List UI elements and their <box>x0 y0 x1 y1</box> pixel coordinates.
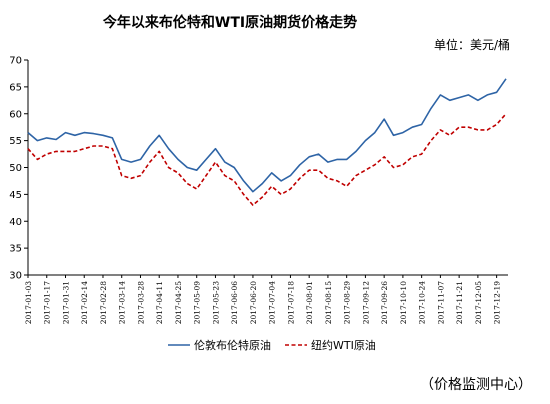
y-tick-label: 35 <box>9 244 22 255</box>
x-tick-label: 2017-05-09 <box>193 281 202 324</box>
x-tick-label: 2017-10-10 <box>399 281 408 324</box>
x-tick-label: 2017-05-23 <box>211 281 220 324</box>
x-tick-label: 2017-02-28 <box>99 281 108 324</box>
y-tick-label: 60 <box>9 109 22 120</box>
y-tick-label: 55 <box>9 136 22 147</box>
x-tick-label: 2017-08-01 <box>305 281 314 324</box>
x-tick-label: 2017-04-25 <box>174 281 183 324</box>
y-tick-label: 65 <box>9 82 22 93</box>
unit-label: 单位：美元/桶 <box>434 37 510 52</box>
legend: 伦敦布伦特原油 纽约WTI原油 <box>168 338 376 352</box>
x-tick-label: 2017-11-07 <box>436 281 445 324</box>
x-tick-label: 2017-09-26 <box>380 281 389 324</box>
x-tick-label: 2017-06-20 <box>249 281 258 324</box>
x-tick-label: 2017-07-18 <box>286 281 295 324</box>
x-tick-label: 2017-01-17 <box>43 281 52 324</box>
x-tick-label: 2017-03-14 <box>118 281 127 324</box>
x-tick-label: 2017-02-14 <box>80 281 89 324</box>
x-tick-label: 2017-11-21 <box>455 281 464 324</box>
axes <box>27 60 508 276</box>
legend-label: 伦敦布伦特原油 <box>194 338 271 352</box>
x-tick-label: 2017-04-11 <box>155 281 164 324</box>
x-tick-label: 2017-07-04 <box>268 281 277 324</box>
series-line-brent <box>27 78 507 193</box>
x-axis-ticks: 2017-01-03 2017-01-17 2017-01-31 2017-02-14… <box>24 275 502 324</box>
x-tick-label: 2017-03-28 <box>136 281 145 324</box>
y-tick-label: 70 <box>9 56 22 67</box>
x-tick-label: 2017-12-05 <box>474 281 483 324</box>
series-line-wti <box>27 113 507 206</box>
legend-label: 纽约WTI原油 <box>311 338 376 352</box>
x-tick-label: 2017-09-12 <box>361 281 370 324</box>
x-tick-label: 2017-10-24 <box>418 281 427 324</box>
series-lines <box>27 78 507 206</box>
y-tick-label: 50 <box>9 163 22 174</box>
x-tick-label: 2017-01-31 <box>61 281 70 324</box>
y-tick-label: 30 <box>9 271 22 282</box>
y-axis-ticks: 30 35 40 45 50 55 60 65 70 <box>9 56 28 282</box>
x-tick-label: 2017-01-03 <box>24 281 33 324</box>
x-tick-label: 2017-12-19 <box>493 281 502 324</box>
x-tick-label: 2017-06-06 <box>230 281 239 324</box>
y-tick-label: 40 <box>9 217 22 228</box>
x-tick-label: 2017-08-15 <box>324 281 333 324</box>
chart-title: 今年以来布伦特和WTI原油期货价格走势 <box>102 14 357 31</box>
y-tick-label: 45 <box>9 190 22 201</box>
source-note: （价格监测中心） <box>420 377 532 393</box>
x-tick-label: 2017-08-29 <box>343 281 352 324</box>
